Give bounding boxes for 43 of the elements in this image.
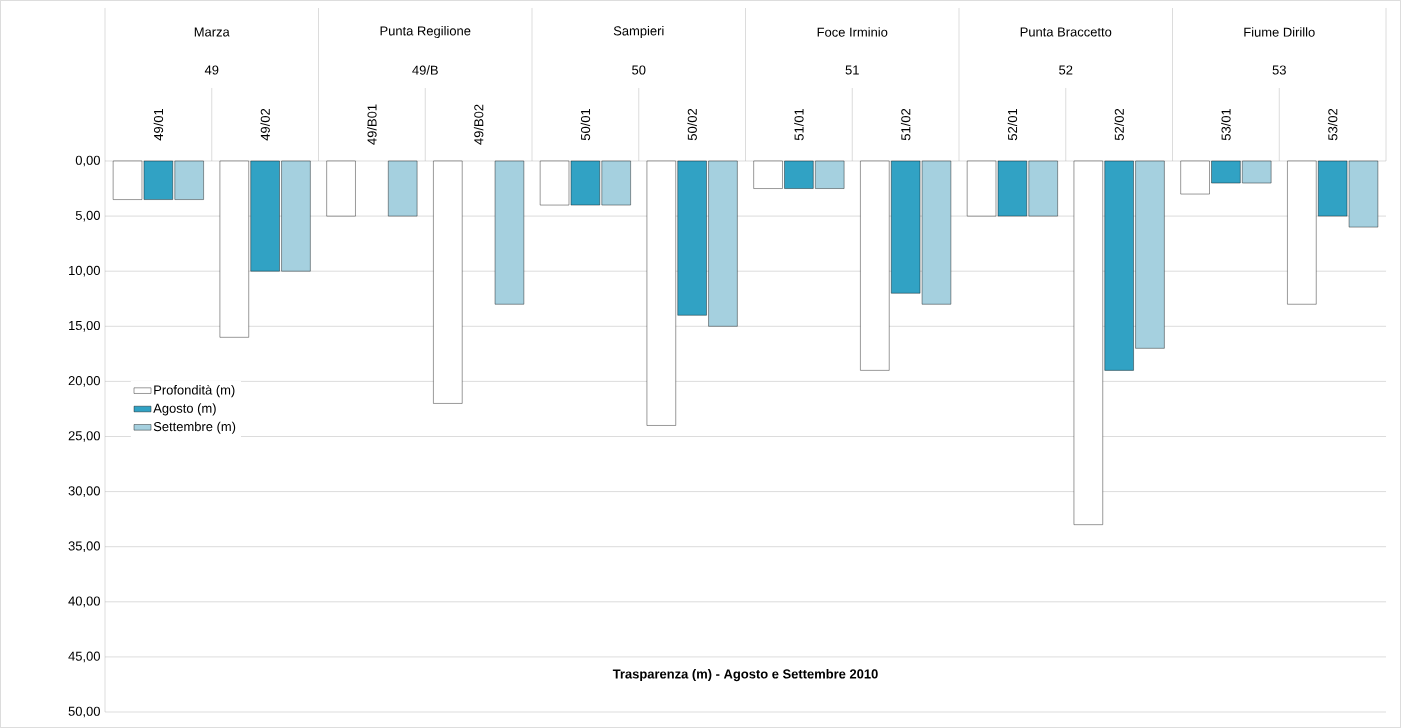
x-tick-label: 49/02 [260, 108, 270, 141]
x-tick-label: 51/01 [794, 108, 804, 141]
bar [494, 160, 525, 305]
y-tick-label: 5,00 [75, 210, 100, 222]
x-tick-label: 53/01 [1221, 108, 1231, 141]
text: 49 [204, 65, 219, 75]
y-tick-label: 45,00 [68, 651, 100, 663]
x-tick-label: 50/01 [580, 108, 591, 141]
bar [433, 160, 463, 404]
text: Punta Regilione [380, 25, 471, 39]
y-tick-label: 20,00 [68, 376, 100, 387]
x-tick-label: 49/B02 [473, 104, 484, 145]
text: 50 [632, 65, 646, 75]
text: Marza [194, 27, 230, 37]
text: Fiume Dirillo [1244, 27, 1315, 37]
bar [388, 160, 418, 217]
x-tick-label: 52/02 [1114, 108, 1124, 141]
legend-label: Settembre (m) [153, 421, 236, 434]
y-tick-label: 35,00 [68, 541, 100, 553]
y-tick-label: 30,00 [68, 486, 100, 497]
x-tick-label: 53/02 [1327, 108, 1338, 141]
text: 51 [845, 65, 859, 75]
y-tick-label: 40,00 [68, 596, 100, 608]
x-tick-label: 51/02 [900, 108, 911, 141]
text: 53 [1272, 65, 1286, 75]
x-tick-label: 50/02 [687, 108, 697, 141]
x-tick-label: 52/01 [1007, 108, 1018, 141]
text: Foce Irminio [817, 27, 888, 37]
x-tick-label: 49/01 [153, 108, 164, 141]
y-tick-label: 15,00 [69, 320, 100, 332]
text: Punta Braccetto [1020, 27, 1112, 37]
bar [326, 160, 356, 217]
text: 49/B [412, 65, 438, 75]
text: Trasparenza (m) - Agosto e Settembre 2010 [612, 669, 878, 682]
legend-label: Profondità (m) [154, 384, 235, 398]
legend-label: Agosto (m) [153, 403, 216, 416]
text: Sampieri [613, 25, 664, 39]
y-tick-label: 25,00 [68, 431, 100, 442]
text: 52 [1059, 65, 1073, 75]
y-tick-label: 10,00 [69, 265, 100, 277]
x-tick-label: 49/B01 [367, 104, 377, 145]
y-tick-label: 0,00 [75, 155, 100, 167]
y-tick-label: 50,00 [68, 706, 100, 718]
